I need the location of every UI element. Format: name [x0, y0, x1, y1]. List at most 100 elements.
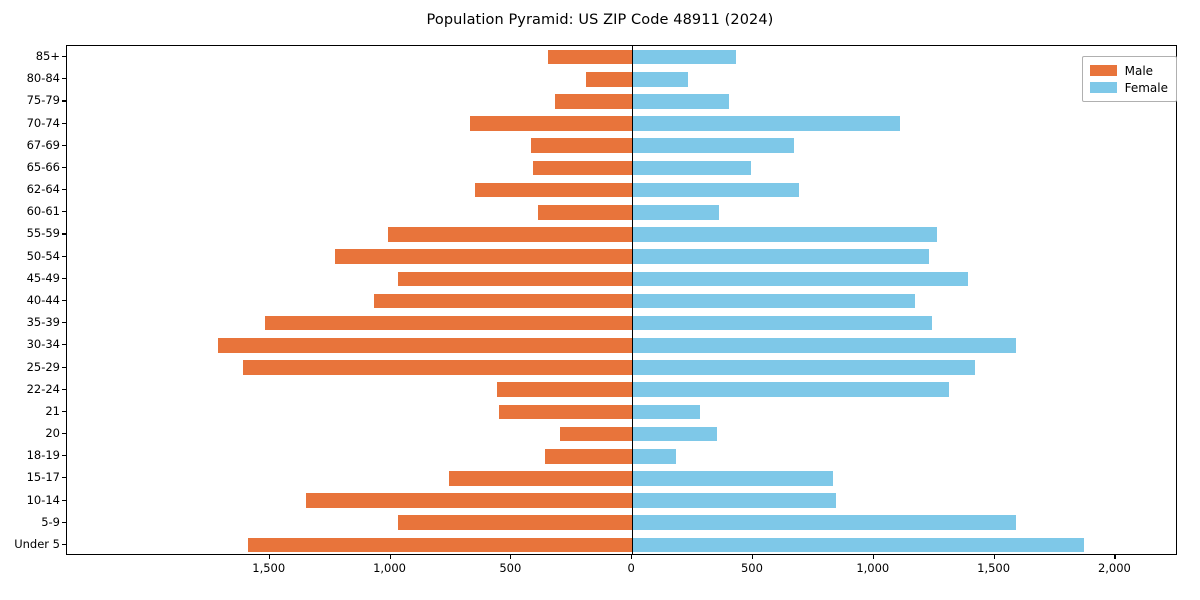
y-tick-label: 60-61	[26, 204, 60, 219]
y-tick-mark	[62, 233, 66, 235]
y-tick-label: 30-34	[26, 337, 60, 352]
y-tick-label: 85+	[35, 49, 60, 64]
bar-male	[586, 71, 633, 87]
y-tick-label: 75-79	[26, 93, 60, 108]
x-tick-label: 2,000	[1097, 561, 1131, 575]
pyramid-row	[67, 471, 1176, 486]
pyramid-row	[67, 493, 1176, 508]
bar-female	[632, 71, 688, 87]
y-tick-label: 40-44	[26, 293, 60, 307]
bar-female	[632, 116, 901, 131]
bar-male	[397, 271, 633, 287]
pyramid-row	[67, 71, 1176, 87]
pyramid-row	[67, 116, 1176, 131]
bar-female	[632, 471, 833, 486]
bar-female	[632, 515, 1017, 531]
pyramid-row	[67, 360, 1176, 375]
bar-male	[496, 382, 633, 397]
bar-female	[632, 182, 799, 198]
bar-male	[537, 204, 633, 220]
bar-female	[632, 448, 676, 464]
y-tick-label: 55-59	[26, 226, 60, 241]
bars-layer	[67, 46, 1176, 554]
y-tick-mark	[62, 211, 66, 213]
y-tick-mark	[62, 189, 66, 191]
bar-male	[470, 116, 633, 131]
pyramid-row	[67, 227, 1176, 242]
x-tick-mark	[1114, 555, 1116, 559]
legend-entry-female[interactable]: Female	[1089, 79, 1168, 96]
y-tick-mark	[62, 56, 66, 58]
y-tick-mark	[62, 543, 66, 545]
x-tick-label: 1,500	[977, 561, 1011, 575]
bar-male	[554, 94, 633, 109]
pyramid-row	[67, 382, 1176, 397]
bar-male	[448, 471, 633, 486]
bar-female	[632, 49, 737, 65]
y-tick-label: 21	[45, 403, 60, 418]
chart-legend: Male Female	[1081, 56, 1177, 102]
y-tick-mark	[62, 366, 66, 368]
bar-male	[243, 360, 633, 375]
bar-female	[632, 293, 915, 309]
legend-entry-male[interactable]: Male	[1089, 62, 1168, 79]
y-tick-label: 18-19	[26, 448, 60, 463]
pyramid-row	[67, 160, 1176, 176]
pyramid-row	[67, 426, 1176, 442]
legend-swatch-female	[1089, 82, 1117, 93]
y-tick-mark	[62, 144, 66, 146]
y-tick-mark	[62, 78, 66, 80]
bar-male	[247, 537, 633, 553]
pyramid-row	[67, 338, 1176, 353]
bar-female	[632, 204, 720, 220]
bar-female	[632, 249, 930, 264]
bar-male	[397, 515, 633, 531]
x-tick-mark	[510, 555, 512, 559]
y-tick-label: 80-84	[26, 71, 60, 86]
pyramid-row	[67, 49, 1176, 65]
y-tick-label: Under 5	[14, 536, 60, 551]
y-tick-label: 67-69	[26, 137, 60, 152]
y-tick-mark	[62, 344, 66, 346]
bar-female	[632, 138, 795, 154]
y-tick-label: 35-39	[26, 315, 60, 330]
x-tick-mark	[389, 555, 391, 559]
pyramid-row	[67, 182, 1176, 198]
x-tick-label: 500	[740, 561, 763, 575]
bar-male	[559, 426, 633, 442]
bar-male	[217, 338, 633, 353]
y-tick-label: 5-9	[41, 514, 60, 529]
bar-female	[632, 315, 932, 331]
pyramid-row	[67, 515, 1176, 531]
x-tick-mark	[631, 555, 633, 559]
chart-title: Population Pyramid: US ZIP Code 48911 (2…	[426, 12, 774, 28]
y-tick-mark	[62, 277, 66, 279]
bar-male	[334, 249, 633, 264]
pyramid-row	[67, 271, 1176, 287]
bar-male	[545, 448, 633, 464]
legend-label: Male	[1124, 63, 1154, 78]
bar-male	[373, 293, 633, 309]
legend-label: Female	[1124, 80, 1168, 95]
x-tick-label: 1,000	[373, 561, 406, 575]
y-tick-label: 20	[45, 426, 60, 441]
zero-axis-line	[632, 46, 634, 554]
pyramid-row	[67, 404, 1176, 420]
y-tick-mark	[62, 255, 66, 257]
x-tick-label: 0	[627, 561, 635, 575]
bar-female	[632, 404, 700, 420]
bar-female	[632, 537, 1084, 553]
y-tick-label: 50-54	[26, 248, 60, 263]
pyramid-row	[67, 293, 1176, 309]
pyramid-row	[67, 204, 1176, 220]
y-tick-mark	[62, 521, 66, 523]
bar-male	[305, 493, 633, 508]
bar-female	[632, 382, 949, 397]
bar-female	[632, 493, 837, 508]
y-tick-label: 10-14	[26, 492, 60, 507]
pyramid-row	[67, 448, 1176, 464]
y-tick-mark	[62, 499, 66, 501]
bar-male	[475, 182, 633, 198]
bar-male	[499, 404, 633, 420]
